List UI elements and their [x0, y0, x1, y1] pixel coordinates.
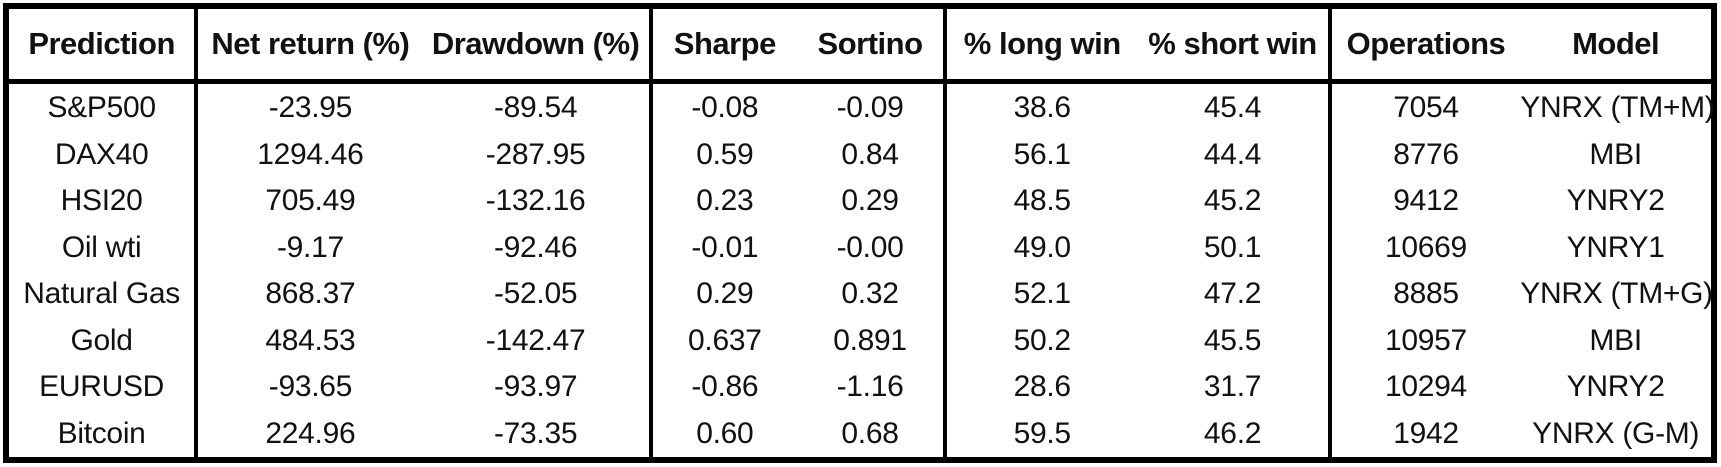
- cell-sharpe: -0.08: [648, 81, 797, 132]
- cell-prediction: HSI20: [60, 184, 143, 218]
- cell-model: YNRY2: [1566, 370, 1665, 404]
- cell-long-win: 52.1: [943, 270, 1138, 318]
- table-row: Natural Gas 868.37 -52.05 0.29 0.32 52.1…: [9, 270, 1713, 318]
- cell-operations: 8885: [1327, 270, 1521, 318]
- cell-drawdown: -89.54: [493, 90, 578, 124]
- cell-net-return: 705.49: [194, 177, 423, 225]
- cell-net-return: 224.96: [194, 410, 423, 457]
- cell-drawdown: -73.35: [493, 416, 578, 450]
- cell-net-return: 1294.46: [194, 131, 423, 178]
- table-row: EURUSD -93.65 -93.97 -0.86 -1.16 28.6 31…: [9, 363, 1711, 411]
- column-header-operations: Operations: [1327, 9, 1521, 84]
- cell-prediction: Natural Gas: [23, 277, 180, 311]
- cell-model: YNRX (TM+G): [1520, 277, 1713, 311]
- table-row: DAX40 1294.46 -287.95 0.59 0.84 56.1 44.…: [9, 131, 1711, 178]
- cell-sortino: 0.68: [841, 416, 899, 450]
- cell-model: YNRX (TM+M): [1520, 90, 1715, 124]
- column-header-drawdown: Drawdown (%): [422, 9, 651, 84]
- cell-prediction: DAX40: [54, 137, 149, 171]
- table-row: Bitcoin 224.96 -73.35 0.60 0.68 59.5 46.…: [9, 410, 1711, 457]
- cell-long-win: 59.5: [943, 410, 1138, 457]
- table-row: S&P500 -23.95 -89.54 -0.08 -0.09 38.6 45…: [9, 81, 1715, 132]
- cell-sortino: 0.84: [841, 137, 899, 171]
- cell-drawdown: -287.95: [485, 137, 586, 171]
- cell-sharpe: 0.60: [648, 410, 797, 457]
- cell-long-win: 56.1: [943, 131, 1138, 178]
- results-table-frame: Prediction Net return (%) Drawdown (%) S…: [3, 3, 1717, 463]
- table-header: Prediction Net return (%) Drawdown (%) S…: [9, 9, 1711, 84]
- cell-short-win: 45.4: [1203, 90, 1262, 124]
- cell-sharpe: 0.59: [648, 131, 797, 178]
- cell-prediction: S&P500: [47, 90, 156, 124]
- cell-sortino: -0.09: [836, 90, 904, 124]
- cell-drawdown: -52.05: [493, 277, 578, 311]
- cell-sortino: 0.891: [833, 323, 907, 357]
- cell-prediction: Bitcoin: [57, 416, 146, 450]
- cell-sortino: -0.00: [836, 230, 904, 264]
- cell-long-win: 49.0: [943, 224, 1138, 271]
- cell-model: MBI: [1589, 323, 1642, 357]
- cell-drawdown: -92.46: [493, 230, 578, 264]
- cell-model: YNRY2: [1566, 184, 1665, 218]
- cell-model: YNRX (G-M): [1532, 416, 1700, 450]
- cell-drawdown: -93.97: [493, 370, 578, 404]
- cell-short-win: 44.4: [1203, 137, 1262, 171]
- cell-short-win: 46.2: [1203, 416, 1262, 450]
- table-row: Oil wti -9.17 -92.46 -0.01 -0.00 49.0 50…: [9, 224, 1711, 271]
- cell-long-win: 50.2: [943, 317, 1138, 364]
- column-header-net-return: Net return (%): [194, 9, 423, 84]
- cell-prediction: Gold: [70, 323, 133, 357]
- cell-model: YNRY1: [1566, 230, 1665, 264]
- cell-drawdown: -132.16: [485, 184, 586, 218]
- header-row: Prediction Net return (%) Drawdown (%) S…: [9, 9, 1711, 84]
- cell-long-win: 38.6: [943, 81, 1138, 132]
- cell-sortino: 0.32: [841, 277, 899, 311]
- column-header-short-win: % short win: [1137, 9, 1330, 84]
- cell-short-win: 50.1: [1203, 230, 1262, 264]
- column-header-sortino: Sortino: [797, 9, 946, 84]
- cell-drawdown: -142.47: [485, 323, 586, 357]
- column-header-sharpe: Sharpe: [648, 9, 797, 84]
- cell-operations: 1942: [1327, 410, 1521, 457]
- cell-operations: 10957: [1327, 317, 1521, 364]
- cell-sharpe: -0.01: [648, 224, 797, 271]
- cell-operations: 10669: [1327, 224, 1521, 271]
- cell-operations: 8776: [1327, 131, 1521, 178]
- performance-results-table: Prediction Net return (%) Drawdown (%) S…: [9, 9, 1715, 457]
- cell-short-win: 45.5: [1203, 323, 1262, 357]
- cell-operations: 7054: [1327, 81, 1521, 132]
- cell-net-return: -93.65: [194, 363, 423, 411]
- cell-sortino: 0.29: [841, 184, 899, 218]
- cell-sharpe: -0.86: [648, 363, 797, 411]
- table-row: HSI20 705.49 -132.16 0.23 0.29 48.5 45.2…: [9, 177, 1711, 225]
- cell-net-return: -9.17: [194, 224, 423, 271]
- cell-long-win: 48.5: [943, 177, 1138, 225]
- cell-sharpe: 0.23: [648, 177, 797, 225]
- cell-operations: 9412: [1327, 177, 1521, 225]
- cell-long-win: 28.6: [943, 363, 1138, 411]
- cell-net-return: 484.53: [194, 317, 423, 364]
- cell-net-return: -23.95: [194, 81, 423, 132]
- cell-net-return: 868.37: [194, 270, 423, 318]
- cell-short-win: 31.7: [1203, 370, 1262, 404]
- cell-prediction: Oil wti: [61, 230, 142, 264]
- cell-model: MBI: [1589, 137, 1642, 171]
- column-header-long-win: % long win: [943, 9, 1138, 84]
- cell-operations: 10294: [1327, 363, 1521, 411]
- cell-sharpe: 0.637: [648, 317, 797, 364]
- cell-sortino: -1.16: [836, 370, 904, 404]
- table-row: Gold 484.53 -142.47 0.637 0.891 50.2 45.…: [9, 317, 1711, 364]
- cell-sharpe: 0.29: [648, 270, 797, 318]
- column-header-model: Model: [1520, 9, 1711, 84]
- cell-short-win: 47.2: [1203, 277, 1262, 311]
- cell-short-win: 45.2: [1203, 184, 1262, 218]
- table-body: S&P500 -23.95 -89.54 -0.08 -0.09 38.6 45…: [9, 81, 1715, 457]
- column-header-prediction: Prediction: [9, 9, 197, 84]
- cell-prediction: EURUSD: [39, 370, 165, 404]
